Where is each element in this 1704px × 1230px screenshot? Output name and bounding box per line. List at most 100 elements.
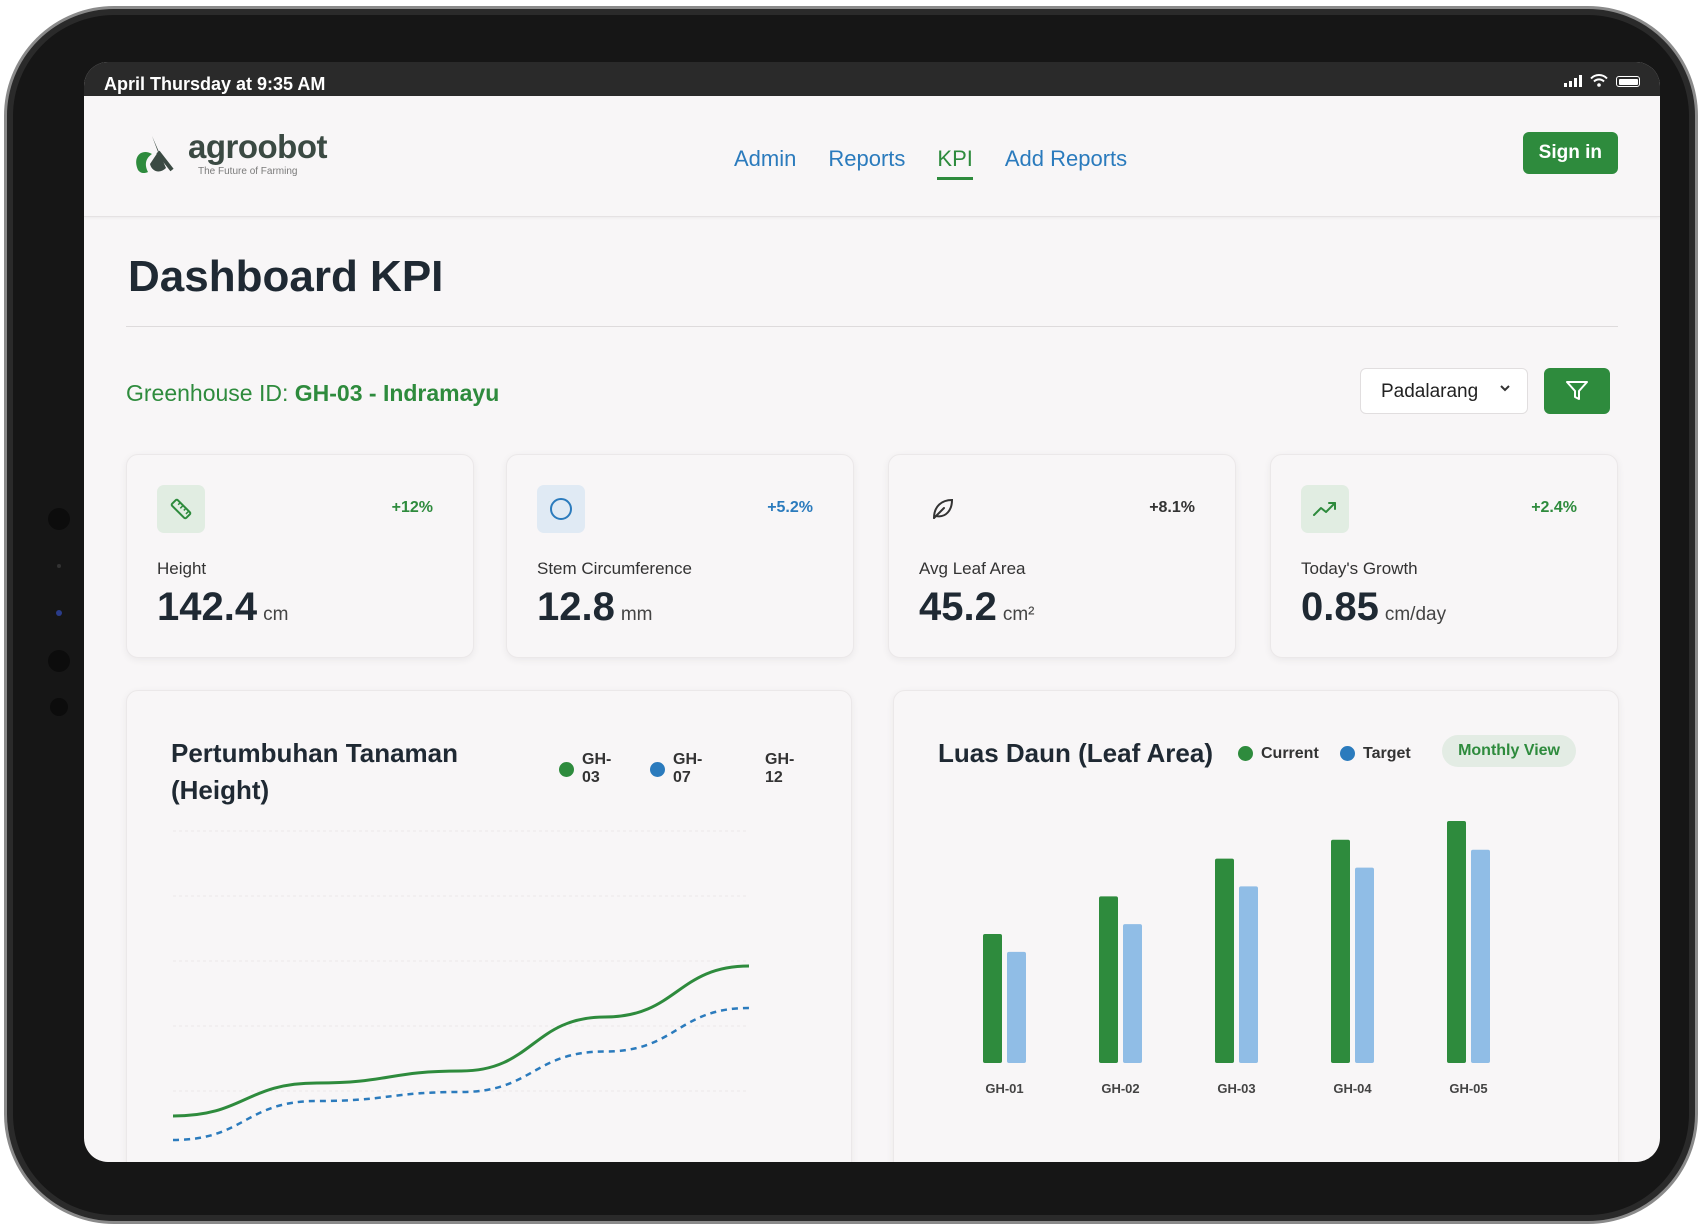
kpi-value-number: 12.8 [537, 585, 615, 629]
kpi-label: Stem Circumference [537, 559, 692, 578]
bar-current-gh-03[interactable] [1215, 858, 1234, 1063]
x-tick-label: GH-01 [985, 1081, 1023, 1096]
status-bar: April Thursday at 9:35 AM [84, 62, 1660, 96]
side-sensor [48, 650, 70, 672]
battery-icon [1616, 76, 1640, 87]
x-tick-label: GH-02 [1101, 1081, 1139, 1096]
brand-logo[interactable]: agroobot The Future of Farming [132, 130, 327, 177]
kpi-card-todays-growth[interactable]: +2.4% Today's Growth 0.85 cm/day [1270, 454, 1618, 658]
status-icons [1564, 74, 1640, 87]
legend-gh-12-line1: GH- [765, 751, 795, 768]
kpi-value-number: 45.2 [919, 585, 997, 629]
greenhouse-id-value: GH-03 - Indramayu [294, 380, 500, 406]
side-sensor [50, 698, 68, 716]
circle-icon [537, 485, 585, 533]
nav-admin[interactable]: Admin [734, 146, 797, 171]
location-select[interactable]: Padalarang [1360, 368, 1528, 414]
nav-reports[interactable]: Reports [828, 146, 906, 171]
x-tick-label: GH-03 [1217, 1081, 1255, 1096]
kpi-unit: cm [263, 604, 289, 625]
height-chart-title: Pertumbuhan Tanaman (Height) [171, 735, 458, 809]
app-screen: April Thursday at 9:35 AM agroobot The F… [84, 62, 1660, 1162]
height-line-chart: WEEK 2WEEK 3WEEK 4WEEK 5 [172, 830, 750, 1142]
kpi-change: +5.2% [767, 499, 813, 516]
bar-current-gh-05[interactable] [1447, 820, 1466, 1063]
legend-gh-03-line1: GH- [582, 751, 612, 768]
bar-current-gh-04[interactable] [1331, 839, 1350, 1063]
height-chart-card: Pertumbuhan Tanaman (Height) GH- 03 GH- 07… [126, 690, 852, 1162]
kpi-unit: cm/day [1384, 604, 1447, 625]
signal-icon [1564, 75, 1582, 87]
legend-target-label: Target [1363, 745, 1411, 762]
bar-target-gh-02[interactable] [1123, 924, 1142, 1063]
legend-current[interactable]: Current [1238, 745, 1319, 763]
filter-button[interactable] [1544, 368, 1610, 414]
bar-target-gh-04[interactable] [1355, 867, 1374, 1063]
legend-dot [650, 762, 665, 777]
kpi-card-height[interactable]: +12% Height 142.4 cm [126, 454, 474, 658]
brand-name: agroobot [188, 128, 327, 165]
legend-dot [1340, 746, 1355, 761]
kpi-value: 0.85 cm/day [1301, 585, 1446, 630]
side-sensor [56, 610, 62, 616]
bar-target-gh-05[interactable] [1471, 849, 1490, 1063]
legend-dot [1238, 746, 1253, 761]
kpi-value-number: 142.4 [157, 585, 258, 629]
agroobot-logo-icon [136, 136, 174, 174]
ruler-icon [157, 485, 205, 533]
legend-target[interactable]: Target [1340, 745, 1411, 763]
leaf-area-bar-chart: GH-01 GH-02 GH-03 GH-04 GH-05 [983, 820, 1490, 1096]
kpi-change: +2.4% [1531, 499, 1577, 516]
leaf-area-chart-card: Luas Daun (Leaf Area) Current Target Mon… [893, 690, 1619, 1162]
brand-tagline: The Future of Farming [198, 166, 298, 177]
legend-gh-12[interactable]: GH- 12 [765, 751, 794, 787]
bar-current-gh-01[interactable] [983, 934, 1002, 1063]
kpi-card-avg-leaf-area[interactable]: +8.1% Avg Leaf Area 45.2 cm² [888, 454, 1236, 658]
bar-current-gh-02[interactable] [1099, 896, 1118, 1063]
monthly-view-toggle[interactable]: Monthly View [1442, 735, 1576, 767]
kpi-value: 142.4 cm [157, 585, 288, 630]
height-chart-title-line2: (Height) [171, 775, 270, 805]
legend-gh-03[interactable]: GH- 03 [559, 751, 611, 787]
kpi-label: Height [157, 559, 207, 578]
sign-in-button[interactable]: Sign in [1522, 132, 1618, 174]
kpi-change: +8.1% [1149, 499, 1195, 516]
page-title: Dashboard KPI [128, 252, 444, 301]
legend-current-label: Current [1261, 745, 1319, 762]
top-header: agroobot The Future of Farming Admin Rep… [84, 96, 1660, 217]
side-sensor [48, 508, 70, 530]
kpi-value-number: 0.85 [1301, 585, 1379, 629]
location-select-value: Padalarang [1381, 381, 1479, 402]
kpi-change: +12% [391, 499, 433, 516]
legend-gh-07[interactable]: GH- 07 [650, 751, 702, 787]
legend-gh-07-line1: GH- [673, 751, 703, 768]
height-chart-title-line1: Pertumbuhan Tanaman [171, 738, 459, 768]
trending-up-icon [1301, 485, 1349, 533]
legend-gh-12-line2: 12 [765, 769, 783, 786]
leaf-icon [919, 485, 967, 533]
kpi-value: 45.2 cm² [919, 585, 1035, 630]
legend-dot [559, 762, 574, 777]
kpi-card-stem-circumference[interactable]: +5.2% Stem Circumference 12.8 mm [506, 454, 854, 658]
series-line-gh-07 [172, 1006, 750, 1142]
kpi-label: Avg Leaf Area [919, 559, 1026, 578]
status-time: April Thursday at 9:35 AM [104, 74, 326, 94]
main-nav: Admin Reports KPI Add Reports [734, 146, 1128, 180]
bar-target-gh-01[interactable] [1007, 951, 1026, 1063]
side-sensor [57, 564, 61, 568]
greenhouse-id: Greenhouse ID: GH-03 - Indramayu [126, 380, 499, 407]
nav-kpi[interactable]: KPI [937, 146, 974, 180]
legend-gh-03-line2: 03 [582, 769, 600, 786]
filter-icon [1566, 381, 1588, 400]
x-tick-label: GH-04 [1333, 1081, 1372, 1096]
kpi-unit: cm² [1002, 604, 1035, 625]
greenhouse-id-prefix: Greenhouse ID: [126, 380, 289, 406]
nav-add-reports[interactable]: Add Reports [1004, 146, 1128, 171]
bar-target-gh-03[interactable] [1239, 886, 1258, 1063]
leaf-chart-title: Luas Daun (Leaf Area) [938, 738, 1213, 768]
x-tick-label: GH-05 [1449, 1081, 1487, 1096]
kpi-value: 12.8 mm [537, 585, 653, 630]
kpi-unit: mm [620, 604, 653, 625]
legend-gh-07-line2: 07 [673, 769, 691, 786]
